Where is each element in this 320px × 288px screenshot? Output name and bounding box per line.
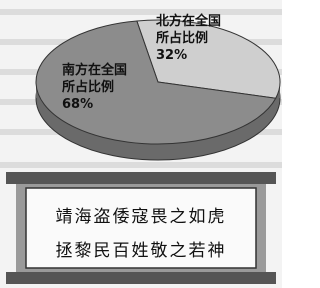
scroll-text: 拯黎民百姓敬之若神 (0, 236, 282, 261)
scroll (6, 172, 276, 284)
page: 北方在全国所占比例32% 南方在全国所占比例68% 靖海盗倭寇畏之如虎 拯黎民百… (0, 0, 282, 288)
slice-label: 南方在全国所占比例68% (62, 62, 139, 113)
slice-label: 北方在全国所占比例32% (156, 13, 233, 64)
scroll-text: 靖海盗倭寇畏之如虎 (0, 202, 282, 227)
scroll-roller (6, 172, 276, 184)
scroll-roller (6, 272, 276, 284)
